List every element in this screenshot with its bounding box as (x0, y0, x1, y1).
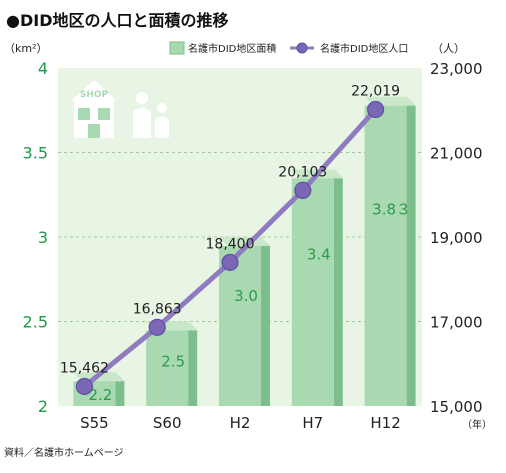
x-tick-label: S60 (153, 414, 182, 432)
shop-window-icon (78, 108, 90, 120)
bar-side (261, 237, 270, 406)
population-series: 15,462 16,863 18,400 20,103 22,019 (60, 83, 400, 396)
person-body-icon (155, 116, 169, 138)
x-tick-label: H2 (230, 414, 251, 432)
legend: 名護市DID地区面積 名護市DID地区人口 (169, 41, 408, 55)
population-point (294, 181, 312, 199)
right-axis-unit: （人） (432, 42, 465, 55)
x-axis-unit: （年） (462, 418, 492, 431)
right-tick-label: 21,000 (430, 145, 483, 163)
shop-roof-icon (72, 80, 116, 100)
area-value-label: 3.8３ (372, 200, 411, 218)
area-bar (146, 330, 189, 406)
shop-sign: SHOP (80, 90, 109, 100)
person-head-icon (157, 103, 167, 113)
shop-window-icon (98, 108, 110, 120)
bar-side (333, 169, 343, 406)
population-point (221, 253, 239, 271)
bar-top (219, 237, 270, 246)
right-tick-label: 19,000 (430, 229, 483, 247)
population-value-label: 22,019 (351, 83, 400, 99)
area-bar (364, 105, 407, 406)
x-tick-label: H7 (302, 414, 323, 432)
legend-population-label: 名護市DID地区人口 (320, 42, 408, 55)
area-value-label: 3.0 (234, 287, 258, 305)
bar-side (406, 96, 416, 406)
x-tick-label: H12 (370, 414, 400, 432)
source-note: 資料／名護市ホームページ (4, 446, 124, 459)
population-point (367, 100, 385, 119)
left-axis-unit: （km²） (4, 42, 48, 55)
area-bar (219, 246, 261, 406)
legend-population-marker (296, 42, 308, 54)
population-value-label: 16,863 (133, 301, 182, 317)
left-tick-label: 2 (38, 397, 48, 416)
shop-people-icon: SHOP (72, 80, 169, 138)
legend-area-swatch (169, 41, 185, 55)
area-value-label: 3.4 (307, 245, 331, 263)
left-tick-label: 3 (38, 228, 48, 247)
legend-area-label: 名護市DID地区面積 (188, 42, 276, 55)
population-value-label: 20,103 (278, 164, 327, 180)
area-value-label: 2.5 (161, 353, 185, 371)
area-bar (291, 178, 334, 406)
right-tick-label: 15,000 (430, 398, 483, 416)
left-tick-label: 4 (38, 59, 48, 78)
population-point (148, 318, 166, 336)
left-tick-label: 3.5 (23, 144, 48, 163)
x-tick-label: S55 (80, 414, 109, 432)
right-tick-label: 23,000 (430, 60, 483, 78)
shop-door-icon (88, 124, 100, 138)
person-head-icon (136, 92, 148, 104)
area-bars: 2.2 2.5 3.0 3.4 3.8３ (73, 96, 416, 406)
population-value-label: 18,400 (206, 236, 255, 252)
area-value-label: 2.2 (88, 386, 112, 404)
bar-side (188, 321, 198, 406)
population-value-label: 15,462 (60, 360, 109, 376)
right-tick-label: 17,000 (430, 314, 483, 332)
left-tick-label: 2.5 (23, 313, 48, 332)
population-point (75, 377, 94, 396)
axis-ticks: 2 2.5 3 3.5 4 15,000 17,000 19,000 21,000 23,000 S… (23, 59, 483, 432)
chart-title: ●DID地区の人口と面積の推移 (6, 11, 228, 30)
person-body-icon (133, 108, 151, 138)
